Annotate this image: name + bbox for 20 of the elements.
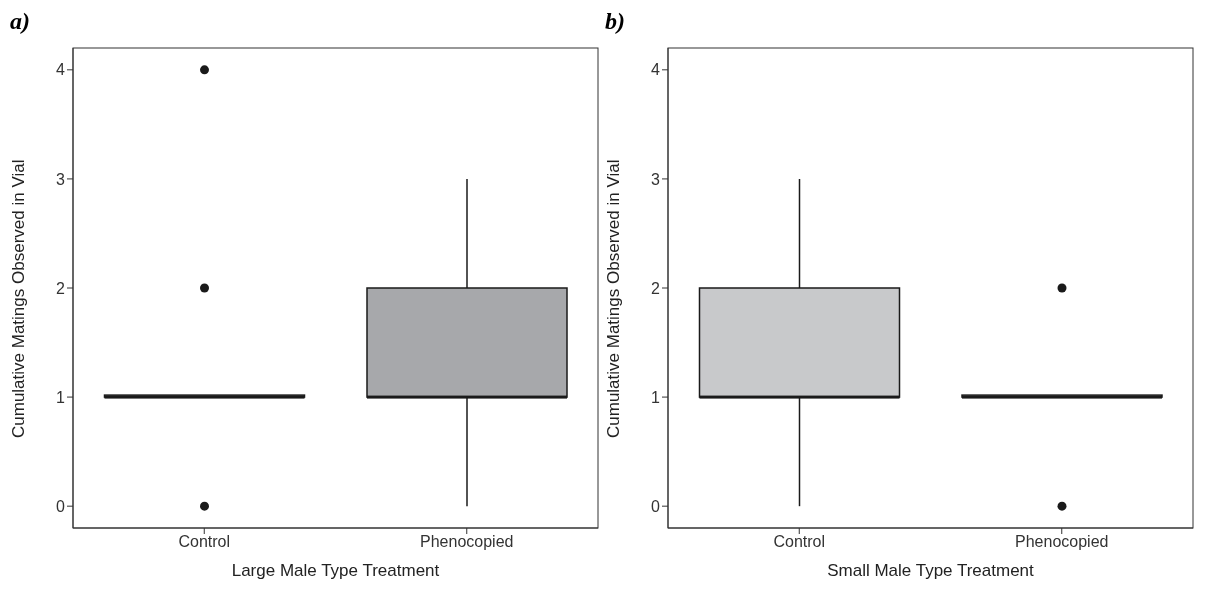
y-tick-label: 3	[56, 170, 66, 188]
y-tick-label: 0	[651, 497, 661, 515]
y-tick-label: 2	[651, 279, 661, 297]
x-axis-title: Small Male Type Treatment	[827, 561, 1035, 580]
y-tick-label: 1	[651, 388, 661, 406]
y-tick-label: 1	[56, 388, 66, 406]
y-tick-label: 4	[651, 61, 661, 79]
y-tick-label: 2	[56, 279, 66, 297]
y-tick-label: 4	[56, 61, 66, 79]
chart-title: a)	[9, 8, 31, 36]
x-tick-label: Phenocopied	[1015, 533, 1109, 551]
x-axis-title: Large Male Type Treatment	[231, 561, 440, 580]
x-tick-label: Control	[178, 533, 231, 551]
y-axis-title: Cumulative Matings Observed in Vial	[9, 159, 29, 438]
x-tick-label: Phenocopied	[420, 533, 514, 551]
y-tick-label: 0	[56, 497, 66, 515]
y-axis-title: Cumulative Matings Observed in Vial	[604, 159, 624, 438]
y-tick-label: 3	[651, 170, 661, 188]
chart-title: b)	[604, 8, 626, 36]
x-tick-label: Control	[773, 533, 826, 551]
